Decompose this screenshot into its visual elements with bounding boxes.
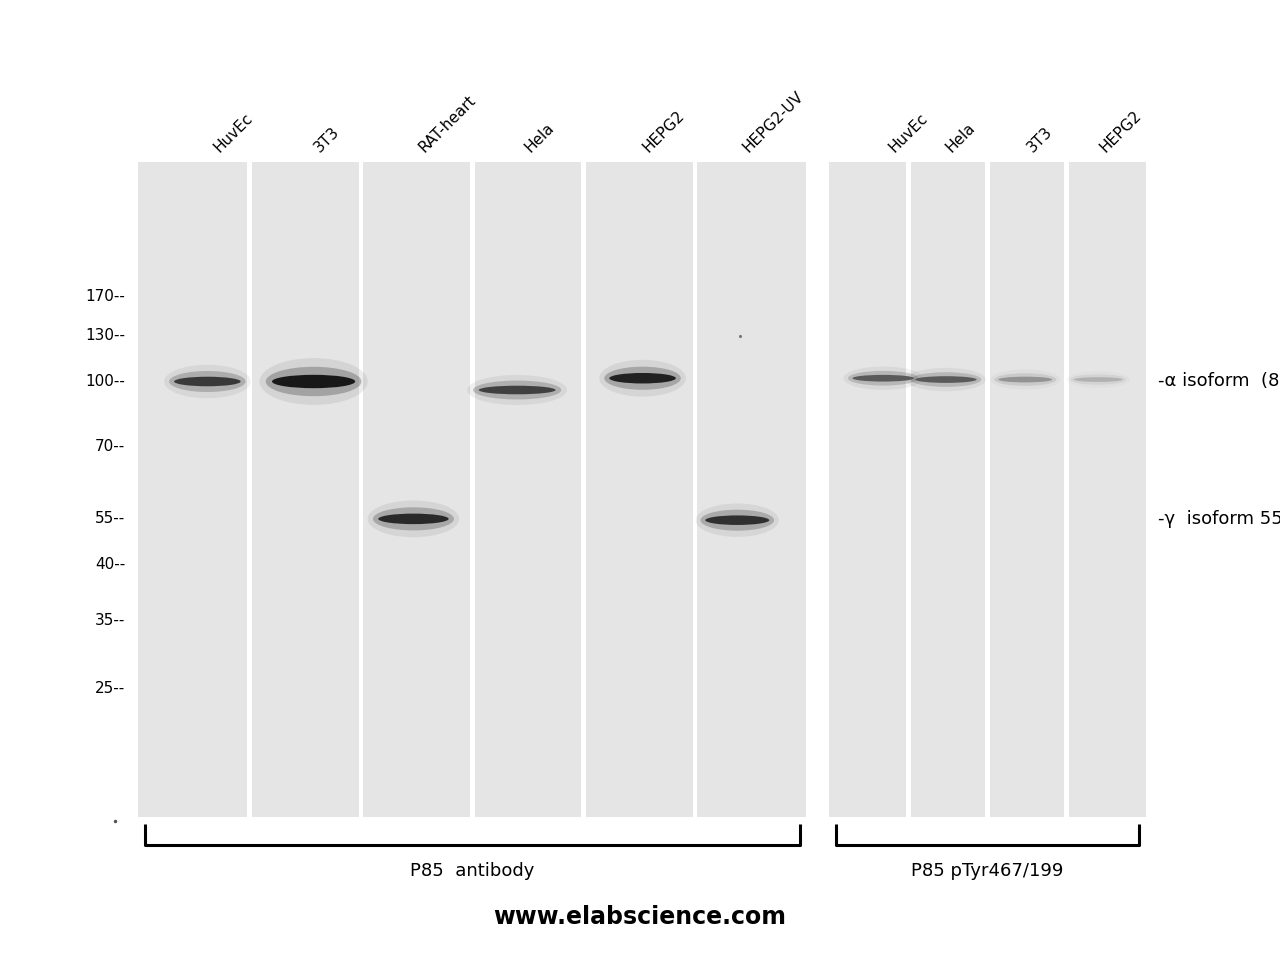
Ellipse shape (599, 360, 686, 396)
Bar (1065, 162, 1069, 817)
Bar (692, 162, 698, 817)
Ellipse shape (164, 365, 251, 398)
Text: 55--: 55-- (95, 511, 125, 526)
Bar (829, 162, 1146, 817)
Text: 3T3: 3T3 (311, 124, 342, 155)
Text: P85 pTyr467/199: P85 pTyr467/199 (911, 862, 1064, 881)
Text: -α isoform  (85KD: -α isoform (85KD (1158, 372, 1280, 391)
Ellipse shape (995, 373, 1056, 386)
Ellipse shape (609, 373, 676, 384)
Ellipse shape (700, 510, 774, 531)
Text: HEPG2-UV: HEPG2-UV (740, 88, 806, 155)
Text: 170--: 170-- (86, 289, 125, 304)
Ellipse shape (467, 375, 567, 405)
Bar (138, 162, 806, 817)
Ellipse shape (273, 374, 356, 388)
Ellipse shape (906, 368, 986, 392)
Ellipse shape (844, 367, 923, 390)
Ellipse shape (705, 516, 769, 525)
Text: RAT-heart: RAT-heart (416, 92, 479, 155)
Text: 3T3: 3T3 (1024, 124, 1055, 155)
Bar (470, 162, 475, 817)
Ellipse shape (260, 358, 367, 405)
Ellipse shape (174, 376, 241, 386)
Ellipse shape (991, 370, 1060, 390)
Ellipse shape (372, 507, 454, 530)
Ellipse shape (696, 503, 778, 537)
Text: HuvEc: HuvEc (886, 110, 931, 155)
Text: HEPG2: HEPG2 (1097, 107, 1144, 155)
Text: 25--: 25-- (95, 682, 125, 696)
Text: 35--: 35-- (95, 613, 125, 627)
Text: 130--: 130-- (86, 329, 125, 343)
Ellipse shape (604, 367, 681, 390)
Ellipse shape (915, 376, 977, 383)
Ellipse shape (1066, 371, 1130, 388)
Text: 100--: 100-- (86, 374, 125, 389)
Ellipse shape (266, 367, 361, 396)
Bar (247, 162, 252, 817)
Text: Hela: Hela (943, 119, 978, 155)
Ellipse shape (1074, 377, 1123, 382)
Ellipse shape (169, 371, 246, 392)
Bar (358, 162, 364, 817)
Ellipse shape (367, 500, 460, 538)
Bar (581, 162, 586, 817)
Bar (986, 162, 989, 817)
Text: HuvEc: HuvEc (211, 110, 256, 155)
Bar (906, 162, 911, 817)
Ellipse shape (847, 371, 919, 386)
Ellipse shape (379, 514, 449, 524)
Ellipse shape (852, 375, 914, 382)
Ellipse shape (998, 376, 1052, 382)
Text: Hela: Hela (522, 119, 557, 155)
Text: 70--: 70-- (95, 439, 125, 455)
Text: www.elabscience.com: www.elabscience.com (494, 904, 786, 929)
Text: 40--: 40-- (95, 557, 125, 572)
Ellipse shape (910, 372, 982, 387)
Ellipse shape (474, 380, 561, 399)
Text: P85  antibody: P85 antibody (410, 862, 535, 881)
Text: HEPG2: HEPG2 (640, 107, 687, 155)
Text: -γ  isoform 55kD: -γ isoform 55kD (1158, 510, 1280, 528)
Ellipse shape (479, 386, 556, 394)
Ellipse shape (1070, 374, 1126, 385)
